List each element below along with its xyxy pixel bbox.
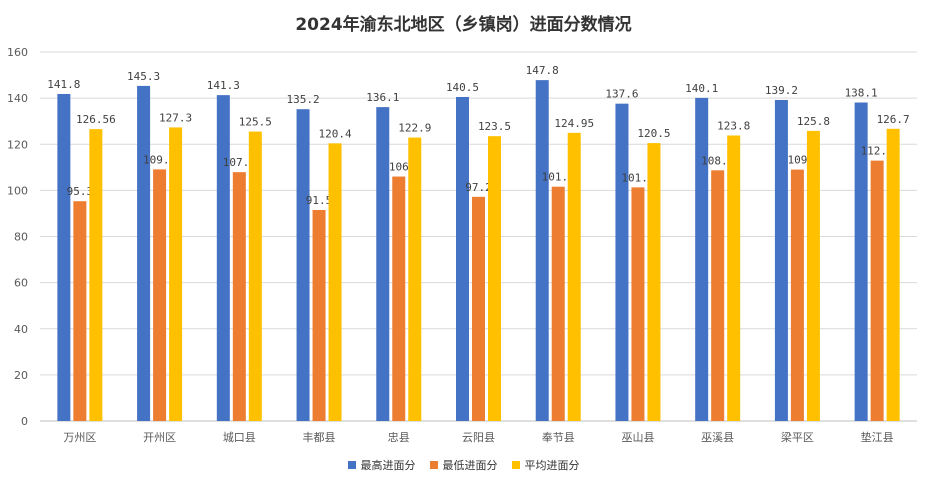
data-label: 140.1 [685,82,718,95]
bar-3 [488,136,501,421]
data-label: 138.1 [845,87,878,100]
data-label: 135.2 [286,93,319,106]
bar-3 [328,143,342,421]
bar-1 [456,96,469,422]
bar-3 [408,137,422,421]
bar-3 [806,130,820,421]
legend-label: 最低进面分 [442,459,498,472]
data-label: 136.1 [366,91,399,104]
bar-1 [376,107,390,421]
bar-1 [774,99,788,421]
data-label: 120.4 [318,127,351,140]
x-tick-label: 垫江县 [861,430,894,444]
legend-swatch [511,461,520,469]
data-label: 147.8 [526,64,559,77]
data-label: 91.5 [306,194,333,207]
bar-2 [73,201,87,421]
bar-2 [472,196,485,421]
bar-2 [631,187,645,421]
chart-title: 2024年渝东北地区（乡镇岗）进面分数情况 [295,15,632,35]
bar-2 [153,169,167,421]
bar-2 [312,209,326,421]
y-tick-label: 80 [14,231,28,244]
data-label: 126.7 [877,113,910,126]
x-tick-label: 巫山县 [621,431,654,444]
bar-2 [711,170,725,421]
y-tick-label: 140 [7,92,28,105]
bar-3 [886,128,900,421]
y-tick-label: 0 [21,415,28,428]
data-label: 101.6 [542,171,575,184]
x-tick-label: 城口县 [223,431,256,444]
data-label: 95.3 [67,185,94,198]
chart-legend: 最高进面分 最低进面分 平均进面分 [0,457,927,473]
y-tick-label: 120 [7,138,28,151]
data-label: 123.5 [478,120,511,133]
x-tick-label: 奉节县 [542,430,575,444]
data-label: 125.5 [239,116,272,129]
legend-label: 平均进面分 [524,459,580,472]
x-tick-label: 万州区 [63,431,96,444]
bar-2 [551,186,565,421]
bar-1 [695,97,709,421]
data-label: 141.3 [207,79,240,92]
legend-swatch [429,461,438,469]
data-label: 112.9 [861,145,894,158]
data-label: 125.8 [797,115,830,128]
legend-swatch [347,461,356,469]
data-label: 127.3 [159,111,192,124]
bar-1 [535,80,549,421]
data-label: 108.7 [701,154,734,167]
y-tick-label: 100 [7,184,28,197]
data-label: 140.5 [446,81,479,94]
bar-3 [727,135,741,421]
bar-1 [216,95,230,421]
x-tick-label: 忠县 [388,431,410,444]
data-label: 120.5 [637,127,670,140]
data-label: 123.8 [717,119,750,132]
data-label: 126.56 [76,113,116,126]
data-label: 122.9 [398,122,431,135]
x-tick-label: 梁平区 [781,430,814,444]
x-tick-label: 巫溪县 [701,431,734,444]
bar-1 [615,103,629,421]
data-label: 101.3 [621,171,654,184]
legend-item: 最高进面分 [347,457,416,473]
bar-1 [296,109,310,421]
bar-2 [870,160,884,421]
bar-2 [392,176,406,421]
bar-1 [137,85,151,421]
y-tick-label: 60 [14,277,28,290]
bar-3 [567,132,581,422]
bar-1 [57,93,71,421]
data-label: 109.1 [143,153,176,166]
data-label: 107.9 [223,156,256,169]
data-label: 139.2 [765,84,798,97]
legend-item: 平均进面分 [511,457,580,473]
x-tick-label: 云阳县 [462,431,495,444]
y-tick-label: 40 [14,323,28,336]
legend-item: 最低进面分 [429,457,498,473]
data-label: 145.3 [127,70,160,83]
data-label: 97.2 [465,181,492,194]
bar-3 [248,131,262,422]
bar-2 [232,172,246,421]
bar-2 [790,169,804,421]
legend-label: 最高进面分 [360,459,416,472]
y-tick-label: 160 [7,46,28,59]
x-tick-label: 开州区 [143,431,176,444]
bar-1 [854,102,868,422]
data-label: 124.95 [554,117,594,130]
data-label: 137.6 [605,88,638,101]
bar-3 [169,127,183,422]
data-label: 109 [787,154,807,167]
x-tick-label: 丰都县 [303,431,336,444]
bar-3 [647,143,661,422]
y-tick-label: 20 [14,369,28,382]
data-label: 141.8 [47,78,80,91]
data-label: 106 [389,161,409,174]
bar-3 [89,129,103,421]
